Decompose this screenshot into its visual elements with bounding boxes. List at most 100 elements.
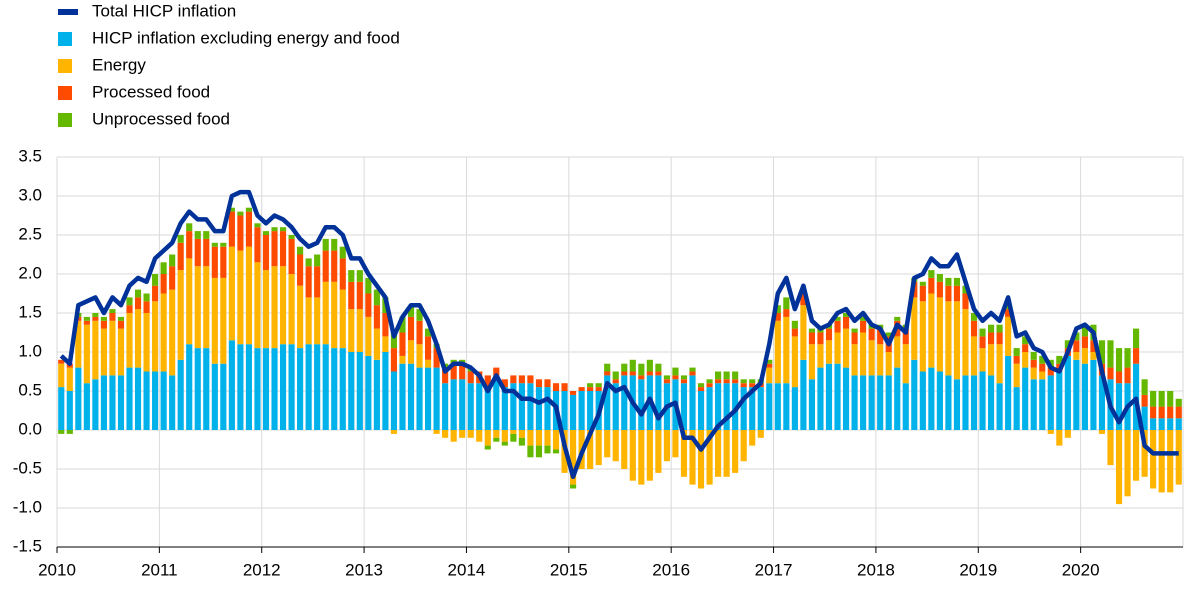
bar: [117, 375, 125, 430]
bar: [663, 375, 670, 380]
bar: [211, 242, 218, 247]
bar: [1107, 367, 1114, 380]
bar: [732, 383, 739, 430]
bar: [117, 328, 125, 376]
bar: [407, 316, 415, 341]
bar: [604, 363, 611, 372]
bar: [1056, 371, 1063, 430]
y-tick-label: -1.0: [13, 497, 42, 516]
bar: [288, 238, 295, 274]
y-tick-label: 2.0: [18, 263, 42, 282]
bar: [177, 359, 184, 430]
bar: [552, 383, 560, 391]
bar: [706, 387, 713, 430]
bar: [348, 281, 355, 310]
bar: [143, 293, 150, 302]
bar: [1150, 418, 1157, 430]
legend-swatch: [58, 32, 72, 46]
bar: [715, 371, 722, 380]
bar: [143, 313, 150, 372]
bar: [646, 371, 653, 376]
bar: [245, 211, 253, 247]
bar: [459, 363, 466, 380]
y-tick-label: 2.5: [18, 224, 42, 243]
bar: [1107, 430, 1114, 466]
bar: [868, 340, 875, 376]
bar: [1013, 355, 1020, 364]
bar: [979, 328, 986, 337]
bar: [808, 332, 816, 345]
bar: [1073, 332, 1080, 341]
bar: [1064, 355, 1071, 430]
bar: [160, 293, 167, 372]
bar: [254, 227, 261, 263]
bar: [433, 348, 440, 368]
bar: [433, 430, 440, 434]
bar: [535, 387, 543, 430]
bar: [783, 383, 790, 430]
bar: [680, 430, 688, 477]
bar: [1081, 336, 1088, 349]
bar: [902, 328, 909, 345]
bar: [825, 340, 833, 364]
bar: [570, 391, 577, 395]
bar: [715, 383, 722, 430]
bar: [416, 367, 423, 430]
bar: [109, 309, 116, 313]
bar: [911, 297, 918, 360]
bar: [1039, 371, 1046, 380]
bar: [808, 379, 816, 430]
bar: [262, 270, 270, 349]
bar: [808, 328, 816, 333]
bar: [544, 445, 551, 454]
bar: [783, 316, 790, 384]
bar: [587, 383, 594, 388]
bar: [254, 223, 261, 228]
bar: [919, 371, 926, 430]
bar: [885, 352, 892, 376]
bar: [1167, 406, 1174, 419]
bar: [732, 379, 739, 384]
bar: [476, 383, 483, 430]
bar: [228, 207, 235, 212]
bar: [638, 430, 645, 485]
bar: [399, 355, 406, 364]
bar: [484, 445, 491, 450]
bar: [638, 375, 645, 380]
bar: [953, 285, 961, 302]
bar: [331, 348, 338, 430]
bar: [945, 277, 952, 286]
bar: [808, 344, 816, 380]
bar: [117, 316, 125, 321]
bar: [851, 332, 858, 345]
bar: [476, 430, 483, 442]
bar: [1175, 398, 1182, 407]
bar: [510, 430, 517, 434]
bar: [834, 320, 841, 333]
bar: [902, 344, 909, 384]
legend-label: Processed food: [92, 82, 210, 101]
bar: [297, 348, 304, 430]
bar: [279, 231, 287, 267]
bar: [1022, 352, 1029, 368]
bar: [996, 332, 1003, 345]
bar: [587, 430, 594, 469]
bar: [860, 320, 867, 333]
bar: [570, 484, 577, 489]
bar: [501, 430, 508, 442]
bar: [160, 274, 167, 294]
bar: [987, 332, 995, 345]
bar: [237, 344, 244, 430]
bar: [1073, 352, 1080, 360]
bar: [75, 320, 82, 368]
bar: [868, 328, 875, 341]
bar: [552, 449, 560, 454]
legend-swatch: [58, 59, 72, 73]
bar: [766, 363, 773, 368]
bar: [561, 383, 568, 391]
bar: [817, 344, 824, 368]
bar: [484, 387, 491, 430]
bar: [484, 375, 491, 388]
bar: [962, 375, 969, 430]
bar: [305, 344, 312, 430]
